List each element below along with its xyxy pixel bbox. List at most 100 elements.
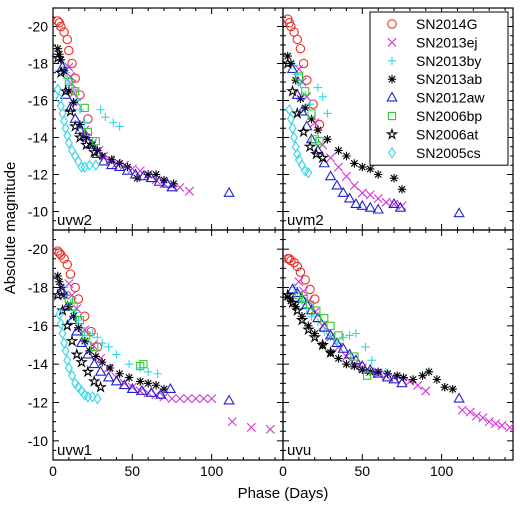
data-point — [246, 422, 256, 433]
y-tick-label: -20 — [28, 241, 48, 257]
data-point — [145, 172, 158, 183]
data-point — [342, 359, 351, 369]
data-point — [497, 420, 507, 431]
series-SN2012aw — [56, 285, 235, 405]
data-point — [297, 77, 307, 87]
data-point — [56, 21, 66, 32]
y-tick-label: -16 — [28, 93, 48, 109]
data-point — [388, 197, 400, 209]
data-point — [121, 164, 134, 175]
data-point — [421, 386, 431, 396]
data-point — [283, 51, 292, 61]
data-point — [286, 84, 299, 97]
series-SN2006at — [281, 56, 329, 164]
data-point — [292, 34, 303, 45]
legend-marker — [386, 91, 398, 102]
data-point — [110, 375, 123, 386]
data-point — [105, 363, 115, 373]
data-point — [292, 261, 303, 272]
data-point — [413, 380, 423, 390]
data-point — [123, 162, 132, 172]
y-tick-label: -18 — [28, 56, 48, 72]
data-point — [53, 83, 62, 96]
data-point — [324, 329, 337, 340]
data-point — [302, 323, 315, 336]
data-point — [286, 113, 295, 125]
data-point — [78, 129, 91, 140]
data-point — [323, 135, 332, 144]
data-point — [93, 333, 102, 342]
data-point — [85, 138, 97, 149]
legend-label: SN2014G — [416, 16, 477, 32]
data-point — [82, 348, 94, 359]
data-point — [153, 175, 166, 186]
data-point — [159, 392, 169, 402]
legend-entry: SN2006at — [385, 126, 478, 142]
data-point — [183, 394, 193, 404]
data-point — [75, 336, 88, 347]
legend-marker — [387, 111, 397, 121]
data-point — [365, 190, 375, 200]
data-point — [71, 87, 80, 96]
panel-uvu: 0 50 100 uvu — [279, 229, 515, 479]
data-point — [324, 170, 337, 181]
data-point — [381, 197, 391, 207]
data-point — [166, 181, 178, 192]
data-point — [64, 362, 73, 374]
data-point — [297, 125, 310, 138]
data-point — [77, 161, 86, 173]
data-point — [56, 285, 69, 296]
data-point — [74, 315, 83, 325]
x-tick-label: 0 — [279, 463, 287, 479]
data-point — [223, 394, 235, 405]
x-tick-label: 100 — [430, 463, 454, 479]
data-point — [112, 350, 121, 359]
data-point — [326, 333, 335, 342]
data-point — [453, 392, 465, 403]
data-point — [56, 318, 65, 330]
data-point — [323, 109, 332, 118]
data-point — [64, 77, 73, 87]
data-point — [184, 186, 195, 196]
legend-entry: SN2013ej — [387, 34, 478, 50]
data-point — [325, 153, 336, 163]
data-point — [65, 269, 76, 279]
data-point — [285, 103, 294, 116]
legend-label: SN2006bp — [416, 108, 482, 124]
data-point — [55, 277, 64, 286]
data-point — [124, 373, 134, 382]
data-point — [53, 16, 63, 26]
legend-marker — [387, 56, 397, 65]
data-point — [88, 390, 97, 403]
data-point — [288, 122, 297, 135]
data-point — [155, 388, 167, 399]
data-point — [58, 327, 67, 340]
series-SN2012aw — [286, 283, 465, 403]
data-point — [318, 92, 327, 101]
series-SN2006bp — [294, 72, 324, 146]
data-point — [465, 407, 475, 417]
data-point — [490, 418, 501, 429]
legend: SN2014G SN2013ej SN2013by SN2013ab SN2012aw S… — [369, 11, 509, 166]
data-point — [305, 284, 315, 295]
data-point — [305, 304, 318, 315]
data-point — [159, 175, 169, 185]
data-point — [81, 365, 95, 378]
y-tick-label: -18 — [28, 280, 48, 296]
data-point — [337, 186, 350, 197]
data-point — [87, 145, 101, 158]
series-SN2006bp — [64, 294, 148, 371]
data-point — [331, 179, 343, 190]
data-point — [312, 144, 324, 155]
series-SN2006at — [51, 288, 107, 393]
data-point — [56, 55, 66, 64]
data-point — [75, 105, 85, 114]
data-point — [383, 369, 392, 378]
data-point — [136, 384, 148, 395]
data-point — [223, 186, 235, 197]
legend-marker — [385, 127, 399, 140]
data-point — [505, 422, 515, 433]
data-point — [457, 405, 467, 415]
data-point — [326, 348, 335, 357]
